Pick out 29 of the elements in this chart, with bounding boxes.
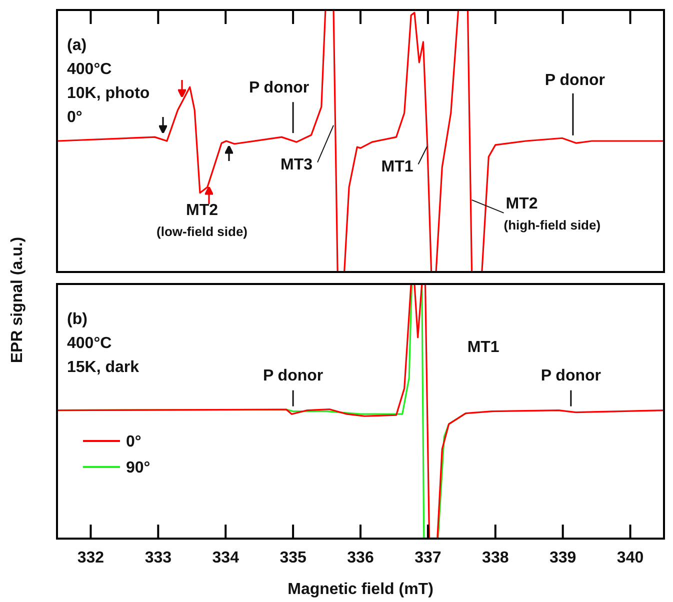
x-tick-label: 334: [212, 550, 240, 567]
legend-label: 90°: [126, 459, 150, 476]
legend-label: 0°: [126, 433, 142, 450]
annotation: MT1: [467, 339, 500, 356]
x-tick-label: 337: [414, 550, 442, 567]
annotation: 15K, dark: [67, 359, 140, 376]
x-tick-label: 332: [77, 550, 104, 567]
annotation: P donor: [540, 368, 602, 385]
annotation: MT2 (low-field side): [156, 202, 248, 239]
x-tick-label: 338: [482, 550, 509, 567]
annotation: P donor: [262, 368, 324, 385]
x-tick-label: 335: [280, 550, 306, 567]
annotation: 10K, photo: [67, 85, 150, 102]
annotation: MT1: [381, 158, 414, 176]
annotation: P donor: [544, 72, 606, 89]
annotation: 400°C: [67, 61, 112, 78]
x-tick-label: 340: [616, 550, 644, 567]
x-tick-label: 339: [549, 550, 576, 567]
annotation: P donor: [248, 79, 310, 96]
annotation: MT2 (high-field side): [504, 195, 601, 233]
annotation: 400°C: [67, 335, 112, 352]
annotation: (b): [67, 311, 88, 328]
annotation: 0°: [67, 109, 82, 126]
annotation: (a): [67, 37, 87, 54]
x-axis-title: Magnetic field (mT): [288, 580, 434, 598]
x-tick-label: 333: [144, 550, 172, 567]
x-tick-label: 336: [347, 550, 374, 567]
annotation: MT3: [280, 156, 313, 174]
y-axis-title: EPR signal (a.u.): [9, 236, 27, 364]
